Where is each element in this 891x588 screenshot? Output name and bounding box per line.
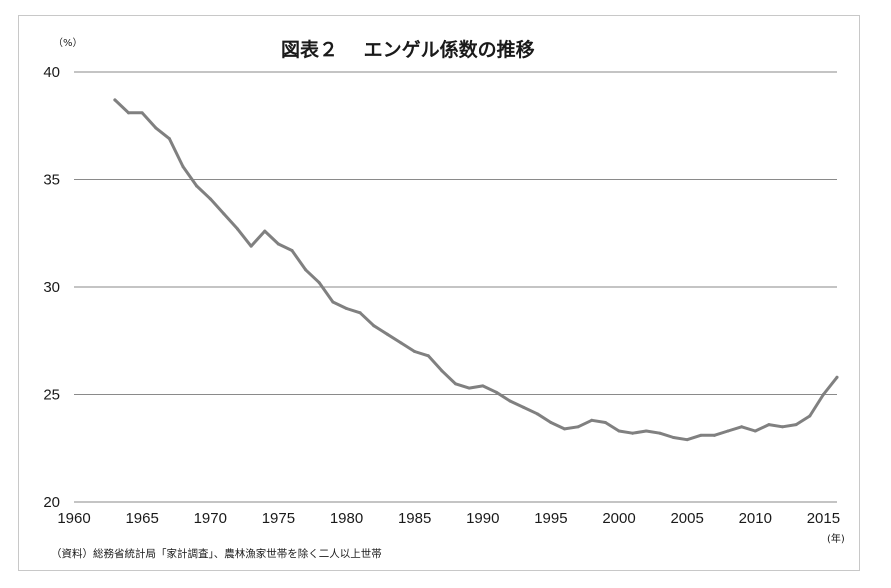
data-point [467, 386, 471, 390]
data-point [617, 429, 621, 433]
data-point [249, 244, 253, 248]
y-tick-label: 20 [43, 494, 60, 511]
data-point [413, 350, 417, 353]
data-point [236, 227, 239, 231]
y-tick-label: 40 [43, 64, 60, 81]
data-point [522, 405, 526, 409]
data-point [794, 423, 798, 427]
series-line [113, 98, 839, 442]
x-tick-label: 2010 [739, 510, 772, 527]
data-point [726, 429, 730, 433]
data-point [331, 300, 335, 304]
x-tick-label: 1965 [125, 510, 158, 527]
data-point [426, 354, 430, 358]
data-point [712, 433, 716, 437]
x-tick-label: 1990 [466, 510, 499, 527]
data-point [835, 375, 839, 379]
chart-svg: 図表２ エンゲル係数の推移 （%） 20 25 30 35 40 1960 1965 197… [43, 37, 845, 560]
data-point [399, 341, 403, 345]
data-point [549, 420, 553, 424]
data-point [603, 420, 607, 424]
data-point [263, 229, 267, 233]
data-point [195, 184, 199, 188]
data-point [127, 111, 130, 115]
data-point [140, 111, 144, 115]
x-tick-label: 2000 [602, 510, 635, 527]
y-axis-unit: （%） [53, 37, 83, 49]
data-point [454, 382, 457, 386]
data-point [494, 390, 498, 394]
data-point [358, 311, 362, 315]
data-point [753, 429, 757, 433]
data-point [672, 436, 675, 439]
data-point [304, 268, 308, 272]
data-point [508, 399, 512, 403]
chart-title: 図表２ エンゲル係数の推移 [281, 38, 535, 61]
x-tick-label: 1975 [262, 510, 295, 527]
data-point [590, 418, 594, 422]
y-tick-label: 35 [43, 172, 60, 189]
data-point [372, 324, 376, 328]
data-point [385, 332, 389, 336]
data-point [481, 384, 485, 388]
data-point [808, 414, 812, 418]
data-point [658, 431, 662, 435]
data-point [685, 438, 689, 442]
data-point [222, 212, 226, 216]
data-point [345, 307, 348, 310]
data-point [821, 393, 825, 396]
data-point [181, 165, 185, 169]
gridlines [74, 71, 837, 503]
x-tick-label: 1995 [534, 510, 567, 527]
data-point [317, 281, 321, 285]
data-point [699, 433, 703, 437]
data-point [290, 248, 294, 252]
y-tick-label: 25 [43, 387, 60, 404]
data-point [535, 412, 539, 416]
x-axis-unit: (年) [827, 532, 845, 545]
x-tick-label: 2005 [670, 510, 703, 527]
chart-frame: 図表２ エンゲル係数の推移 （%） 20 25 30 35 40 1960 1965 197… [18, 15, 860, 571]
data-point [276, 242, 280, 246]
data-point [113, 98, 117, 102]
x-axis-ticks: 1960 1965 1970 1975 1980 1985 1990 1995 2000 2005… [57, 510, 840, 527]
data-point [644, 429, 648, 433]
x-tick-label: 1980 [330, 510, 363, 527]
x-tick-label: 1960 [57, 510, 90, 527]
x-tick-label: 1970 [194, 510, 227, 527]
data-points [113, 98, 839, 442]
data-point [563, 427, 566, 431]
data-point [631, 431, 635, 435]
x-tick-label: 1985 [398, 510, 431, 527]
y-tick-label: 30 [43, 279, 60, 296]
data-point [208, 197, 212, 201]
data-point [781, 425, 784, 429]
x-tick-label: 2015 [807, 510, 840, 527]
data-point [767, 423, 771, 427]
y-axis-ticks: 20 25 30 35 40 [43, 64, 60, 511]
data-point [154, 126, 158, 130]
source-note: （資料）総務省統計局「家計調査」、農林漁家世帯を除く二人以上世帯 [51, 547, 382, 560]
data-point [740, 425, 744, 429]
data-point [440, 369, 444, 373]
data-point [167, 137, 171, 141]
data-point [576, 425, 580, 429]
